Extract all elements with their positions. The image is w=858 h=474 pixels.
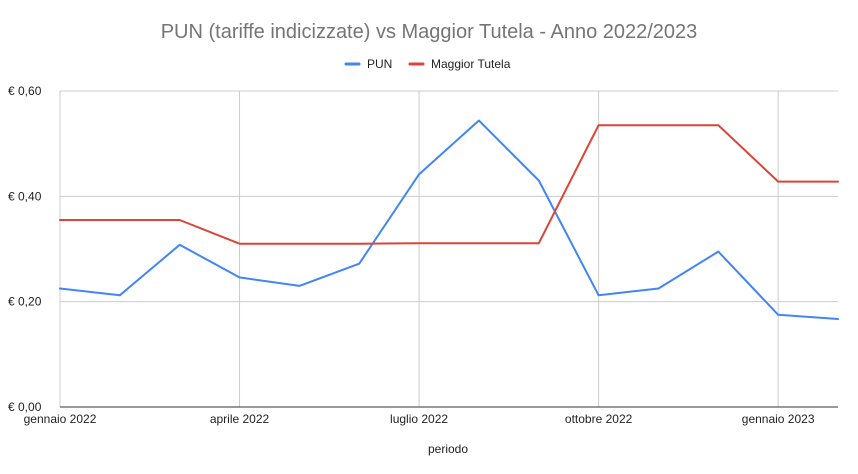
chart-title: PUN (tariffe indicizzate) vs Maggior Tut… xyxy=(161,21,698,43)
y-tick-label: € 0,40 xyxy=(8,189,42,203)
legend-item: Maggior Tutela xyxy=(408,57,511,71)
series-line-pun xyxy=(59,119,839,320)
y-tick-label: € 0,20 xyxy=(8,295,42,309)
legend-label: Maggior Tutela xyxy=(431,57,511,71)
x-tick-label: gennaio 2023 xyxy=(742,412,815,426)
x-tick-label: gennaio 2022 xyxy=(24,412,97,426)
x-tick-label: ottobre 2022 xyxy=(565,412,633,426)
series-line-maggior-tutela xyxy=(59,124,839,245)
y-tick-label: € 0,60 xyxy=(8,84,42,98)
x-axis-title: periodo xyxy=(428,442,468,456)
x-axis-ticks: gennaio 2022 aprile 2022 luglio 2022 ottobr… xyxy=(24,412,815,426)
y-axis-ticks: € 0,00 € 0,20 € 0,40 € 0,60 xyxy=(8,84,42,414)
legend-label: PUN xyxy=(367,57,392,71)
x-tick-label: aprile 2022 xyxy=(210,412,270,426)
y-tick-label: € 0,00 xyxy=(8,400,42,414)
legend: PUN Maggior Tutela xyxy=(344,57,511,71)
legend-item: PUN xyxy=(344,57,392,71)
x-tick-label: luglio 2022 xyxy=(390,412,448,426)
grid xyxy=(59,90,838,408)
series-layer xyxy=(59,119,839,320)
